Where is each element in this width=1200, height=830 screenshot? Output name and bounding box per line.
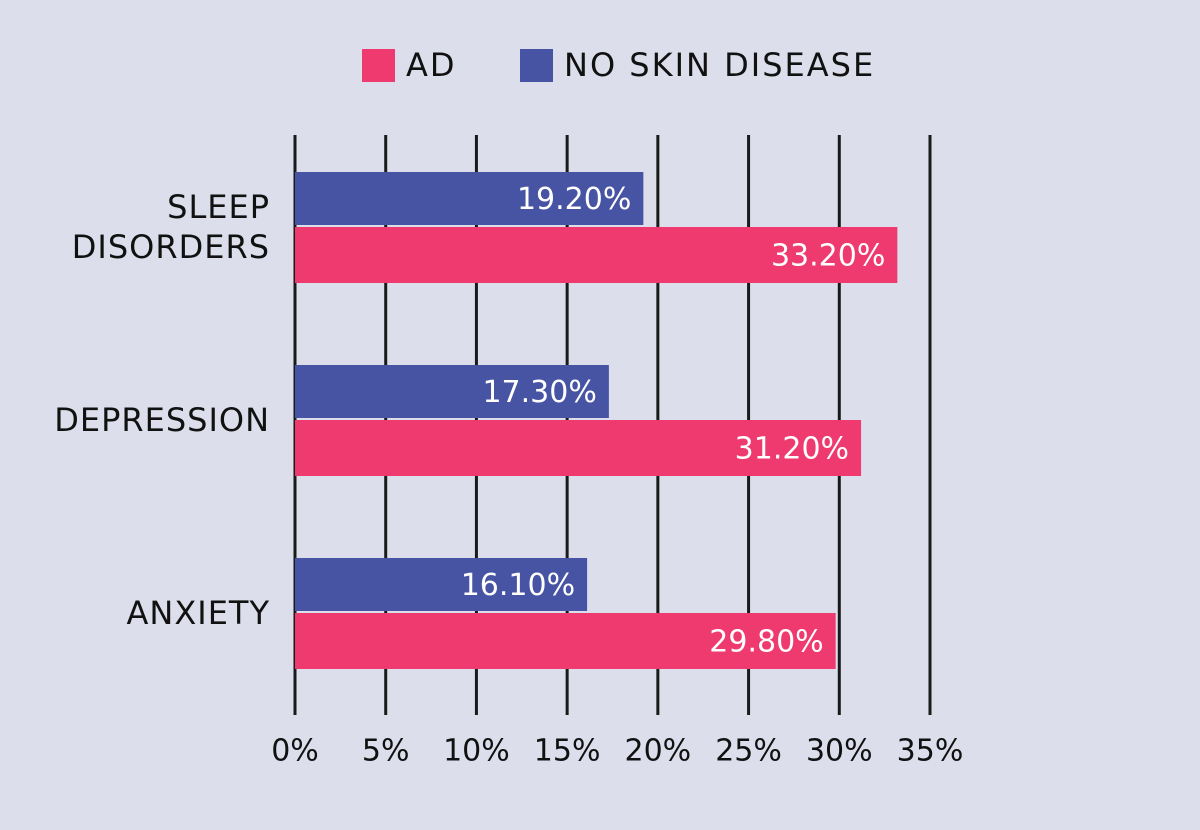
y-tick-label: DEPRESSION <box>54 401 270 439</box>
legend-label: AD <box>406 46 457 84</box>
x-tick-label: 0% <box>271 734 319 769</box>
legend-swatch <box>520 49 553 82</box>
x-tick-label: 25% <box>715 734 782 769</box>
value-label: 17.30% <box>482 375 596 410</box>
value-label: 31.20% <box>735 432 849 467</box>
bar <box>295 613 836 669</box>
value-label: 33.20% <box>771 239 885 274</box>
y-tick-label: ANXIETY <box>126 594 270 632</box>
bar <box>295 365 609 418</box>
x-tick-label: 30% <box>806 734 873 769</box>
x-tick-label: 35% <box>897 734 964 769</box>
value-label: 29.80% <box>709 625 823 660</box>
x-tick-label: 20% <box>625 734 692 769</box>
legend-label: NO SKIN DISEASE <box>564 46 875 84</box>
x-tick-label: 10% <box>443 734 510 769</box>
bar <box>295 558 588 611</box>
legend-swatch <box>362 49 395 82</box>
bar <box>295 172 644 225</box>
x-tick-label: 15% <box>534 734 601 769</box>
value-label: 19.20% <box>517 182 631 217</box>
bar <box>295 227 898 283</box>
x-tick-label: 5% <box>362 734 410 769</box>
y-tick-label: SLEEP DISORDERS <box>71 188 270 266</box>
value-label: 16.10% <box>461 568 575 603</box>
bar <box>295 420 862 476</box>
